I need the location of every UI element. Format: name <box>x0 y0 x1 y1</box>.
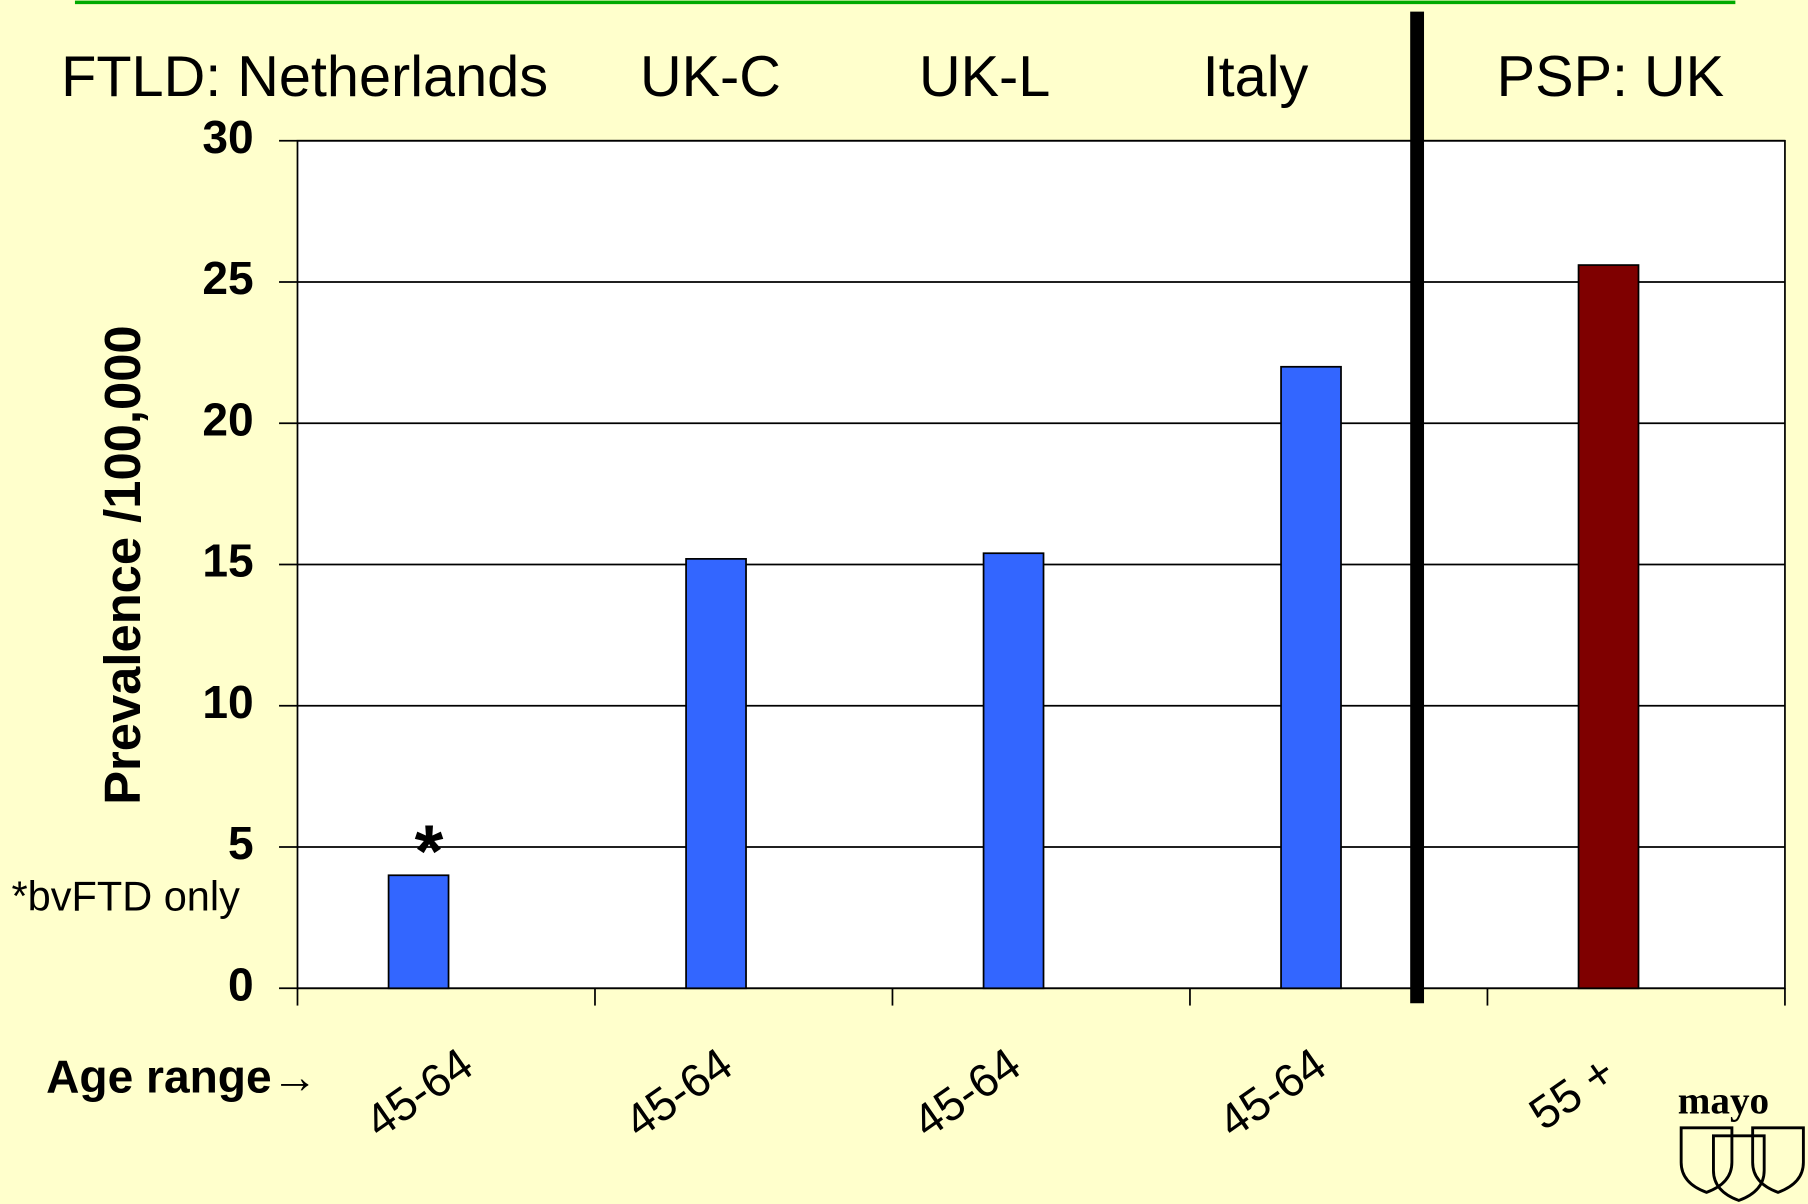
logo-text: mayo <box>1678 1080 1769 1123</box>
group-label: UK-C <box>640 45 781 109</box>
y-tick-label: 10 <box>202 676 253 728</box>
x-axis-label: Age range→ <box>46 1051 318 1103</box>
y-tick-label: 30 <box>202 111 253 163</box>
y-axis-label: Prevalence /100,000 <box>94 325 151 804</box>
group-label: Italy <box>1203 45 1309 109</box>
footnote: *bvFTD only <box>12 872 241 919</box>
y-tick-label: 5 <box>228 817 254 869</box>
bar <box>1577 264 1640 990</box>
y-tick-label: 0 <box>228 958 254 1010</box>
logo-shield <box>1679 1126 1805 1202</box>
group-label: UK-L <box>919 45 1050 109</box>
y-tick-label: 25 <box>202 252 253 304</box>
bar <box>685 558 747 990</box>
group-label: PSP: UK <box>1497 45 1724 109</box>
bar <box>1280 365 1342 990</box>
bar <box>387 874 450 990</box>
y-tick-label: 15 <box>202 535 253 587</box>
group-label: FTLD: Netherlands <box>61 45 548 109</box>
bar <box>982 552 1045 990</box>
logo: mayo <box>1678 1080 1805 1202</box>
y-tick-label: 20 <box>202 393 253 445</box>
